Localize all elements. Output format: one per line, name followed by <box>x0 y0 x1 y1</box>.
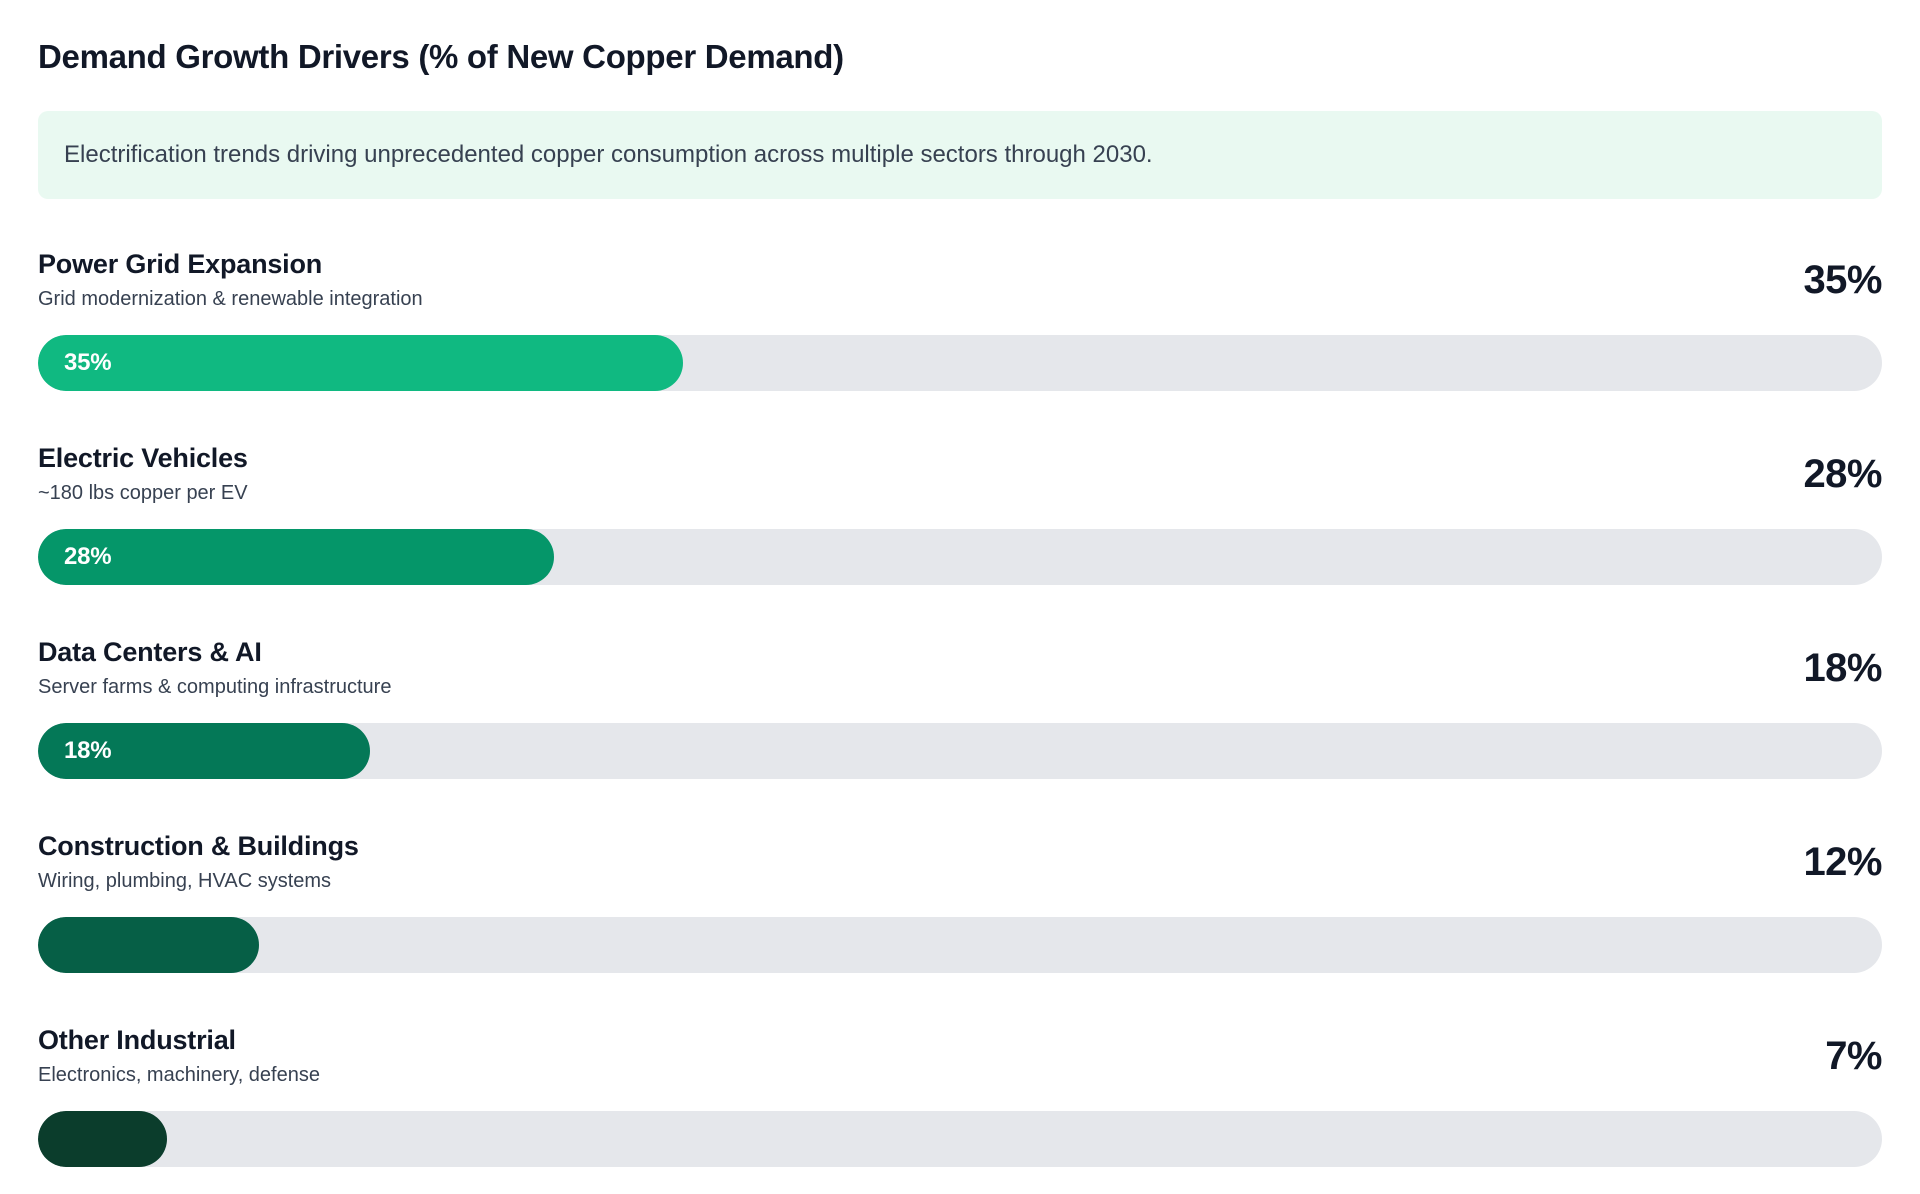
driver-value: 12% <box>1803 839 1882 884</box>
driver-value: 35% <box>1803 257 1882 302</box>
info-banner: Electrification trends driving unprecede… <box>38 111 1882 200</box>
driver-value: 7% <box>1825 1033 1882 1078</box>
bar-track <box>38 1111 1882 1168</box>
bar-fill: 28% <box>38 529 555 586</box>
demand-driver-row: Construction & Buildings Wiring, plumbin… <box>38 829 1882 974</box>
demand-driver-row: Data Centers & AI Server farms & computi… <box>38 635 1882 780</box>
demand-driver-row: Electric Vehicles ~180 lbs copper per EV… <box>38 441 1882 586</box>
driver-label: Data Centers & AI <box>38 637 262 668</box>
driver-header: Construction & Buildings Wiring, plumbin… <box>38 829 1882 895</box>
driver-header: Electric Vehicles ~180 lbs copper per EV… <box>38 441 1882 507</box>
driver-label: Power Grid Expansion <box>38 249 323 280</box>
info-banner-text: Electrification trends driving unprecede… <box>64 141 1153 169</box>
bar-fill: 18% <box>38 723 370 780</box>
bar-list: Power Grid Expansion Grid modernization … <box>38 247 1882 1168</box>
bar-track: 18% <box>38 723 1882 780</box>
driver-label: Construction & Buildings <box>38 831 359 862</box>
bar-track <box>38 917 1882 974</box>
driver-label: Other Industrial <box>38 1025 236 1056</box>
demand-driver-row: Power Grid Expansion Grid modernization … <box>38 247 1882 392</box>
driver-titles: Data Centers & AI Server farms & computi… <box>38 635 391 701</box>
driver-sublabel: Electronics, machinery, defense <box>38 1064 320 1087</box>
driver-header: Data Centers & AI Server farms & computi… <box>38 635 1882 701</box>
driver-sublabel: ~180 lbs copper per EV <box>38 482 248 505</box>
bar-track: 28% <box>38 529 1882 586</box>
bar-inline-label: 35% <box>64 349 112 377</box>
driver-value: 18% <box>1803 645 1882 690</box>
bar-fill <box>38 917 260 974</box>
page-title: Demand Growth Drivers (% of New Copper D… <box>38 38 844 75</box>
driver-titles: Power Grid Expansion Grid modernization … <box>38 247 423 313</box>
bar-track: 35% <box>38 335 1882 392</box>
bar-fill <box>38 1111 168 1168</box>
driver-titles: Construction & Buildings Wiring, plumbin… <box>38 829 359 895</box>
driver-sublabel: Wiring, plumbing, HVAC systems <box>38 870 332 893</box>
driver-header: Other Industrial Electronics, machinery,… <box>38 1023 1882 1089</box>
driver-sublabel: Grid modernization & renewable integrati… <box>38 288 423 311</box>
demand-driver-row: Other Industrial Electronics, machinery,… <box>38 1023 1882 1168</box>
driver-value: 28% <box>1803 451 1882 496</box>
bar-inline-label: 28% <box>64 543 112 571</box>
driver-label: Electric Vehicles <box>38 443 248 474</box>
driver-titles: Other Industrial Electronics, machinery,… <box>38 1023 320 1089</box>
bar-inline-label: 18% <box>64 737 112 765</box>
driver-titles: Electric Vehicles ~180 lbs copper per EV <box>38 441 248 507</box>
bar-fill: 35% <box>38 335 684 392</box>
driver-sublabel: Server farms & computing infrastructure <box>38 676 392 699</box>
driver-header: Power Grid Expansion Grid modernization … <box>38 247 1882 313</box>
